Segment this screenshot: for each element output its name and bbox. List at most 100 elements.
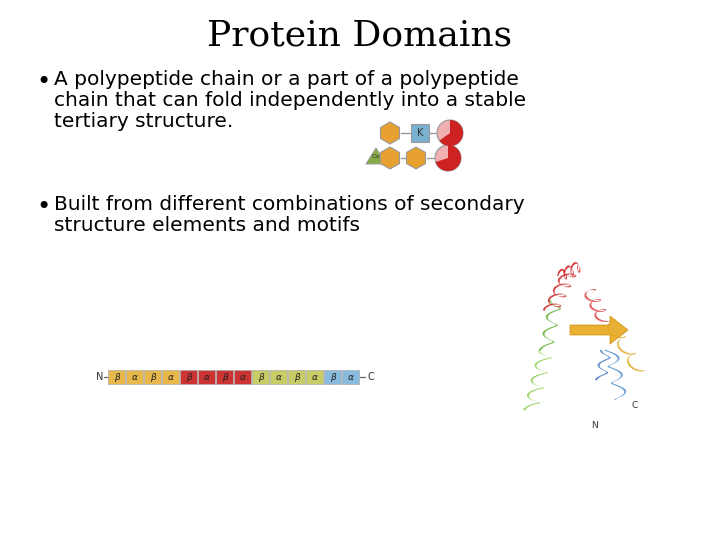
Polygon shape bbox=[542, 373, 546, 374]
Polygon shape bbox=[608, 356, 611, 357]
Polygon shape bbox=[542, 355, 546, 356]
Polygon shape bbox=[554, 323, 557, 325]
Polygon shape bbox=[574, 274, 577, 276]
Polygon shape bbox=[611, 368, 615, 369]
Polygon shape bbox=[543, 335, 546, 337]
Polygon shape bbox=[549, 303, 552, 305]
Polygon shape bbox=[603, 309, 606, 310]
Polygon shape bbox=[548, 321, 552, 322]
Polygon shape bbox=[615, 385, 619, 386]
Polygon shape bbox=[616, 356, 619, 357]
Polygon shape bbox=[541, 359, 546, 360]
Polygon shape bbox=[554, 306, 557, 307]
Polygon shape bbox=[590, 303, 592, 305]
Polygon shape bbox=[591, 289, 595, 290]
Polygon shape bbox=[527, 395, 529, 396]
Polygon shape bbox=[539, 349, 541, 350]
Polygon shape bbox=[544, 307, 546, 309]
Polygon shape bbox=[600, 361, 605, 362]
Polygon shape bbox=[548, 328, 552, 329]
Polygon shape bbox=[564, 271, 565, 275]
Polygon shape bbox=[558, 304, 561, 305]
Polygon shape bbox=[544, 355, 548, 356]
Polygon shape bbox=[539, 350, 540, 352]
Polygon shape bbox=[598, 366, 600, 367]
Polygon shape bbox=[566, 272, 567, 275]
Polygon shape bbox=[526, 406, 531, 407]
Polygon shape bbox=[539, 352, 541, 353]
Text: β: β bbox=[222, 373, 228, 381]
Polygon shape bbox=[603, 374, 606, 375]
Polygon shape bbox=[550, 312, 554, 313]
Polygon shape bbox=[548, 313, 552, 314]
Polygon shape bbox=[623, 336, 626, 338]
FancyBboxPatch shape bbox=[411, 124, 429, 142]
Polygon shape bbox=[596, 377, 600, 379]
Polygon shape bbox=[631, 367, 635, 369]
Polygon shape bbox=[595, 379, 598, 380]
Polygon shape bbox=[554, 310, 558, 311]
Polygon shape bbox=[544, 345, 548, 346]
Circle shape bbox=[435, 145, 461, 171]
Polygon shape bbox=[552, 303, 556, 305]
Polygon shape bbox=[572, 274, 573, 276]
Polygon shape bbox=[602, 353, 605, 354]
Text: N: N bbox=[592, 421, 598, 429]
Polygon shape bbox=[534, 384, 538, 386]
Polygon shape bbox=[593, 301, 596, 302]
Polygon shape bbox=[541, 347, 544, 348]
Polygon shape bbox=[380, 122, 400, 144]
Polygon shape bbox=[551, 303, 554, 305]
Polygon shape bbox=[623, 337, 626, 338]
Polygon shape bbox=[569, 284, 571, 286]
Polygon shape bbox=[548, 358, 552, 359]
Polygon shape bbox=[570, 316, 628, 344]
Polygon shape bbox=[562, 296, 565, 298]
Polygon shape bbox=[549, 339, 552, 340]
Polygon shape bbox=[523, 409, 526, 410]
Polygon shape bbox=[633, 368, 637, 370]
Polygon shape bbox=[608, 322, 611, 324]
Polygon shape bbox=[536, 385, 539, 386]
Polygon shape bbox=[564, 276, 565, 279]
Polygon shape bbox=[560, 285, 564, 287]
Polygon shape bbox=[607, 325, 609, 328]
Polygon shape bbox=[607, 358, 610, 359]
Polygon shape bbox=[623, 389, 626, 390]
Polygon shape bbox=[586, 290, 590, 292]
Polygon shape bbox=[539, 353, 542, 354]
Polygon shape bbox=[531, 378, 534, 380]
Polygon shape bbox=[614, 320, 616, 321]
Polygon shape bbox=[642, 370, 645, 372]
Polygon shape bbox=[625, 353, 629, 354]
Polygon shape bbox=[590, 300, 594, 302]
Polygon shape bbox=[540, 374, 544, 375]
Text: β: β bbox=[150, 373, 156, 381]
Polygon shape bbox=[644, 370, 646, 372]
Polygon shape bbox=[538, 388, 541, 389]
Polygon shape bbox=[559, 305, 562, 307]
Polygon shape bbox=[544, 329, 548, 331]
Polygon shape bbox=[611, 363, 614, 364]
Text: β: β bbox=[186, 373, 192, 381]
Polygon shape bbox=[571, 274, 575, 275]
Polygon shape bbox=[613, 384, 617, 386]
Polygon shape bbox=[567, 266, 570, 267]
Polygon shape bbox=[613, 380, 617, 382]
Polygon shape bbox=[556, 309, 559, 310]
Polygon shape bbox=[624, 336, 626, 338]
Polygon shape bbox=[547, 314, 550, 315]
Polygon shape bbox=[616, 359, 619, 361]
Text: Built from different combinations of secondary: Built from different combinations of sec… bbox=[54, 195, 525, 214]
Polygon shape bbox=[565, 274, 569, 276]
Polygon shape bbox=[545, 306, 549, 308]
Polygon shape bbox=[606, 350, 609, 352]
Polygon shape bbox=[627, 353, 631, 355]
Polygon shape bbox=[598, 311, 602, 312]
Polygon shape bbox=[565, 284, 569, 285]
Polygon shape bbox=[531, 380, 533, 381]
Polygon shape bbox=[555, 325, 558, 326]
Polygon shape bbox=[572, 273, 574, 276]
Polygon shape bbox=[566, 274, 567, 277]
Polygon shape bbox=[594, 289, 596, 291]
